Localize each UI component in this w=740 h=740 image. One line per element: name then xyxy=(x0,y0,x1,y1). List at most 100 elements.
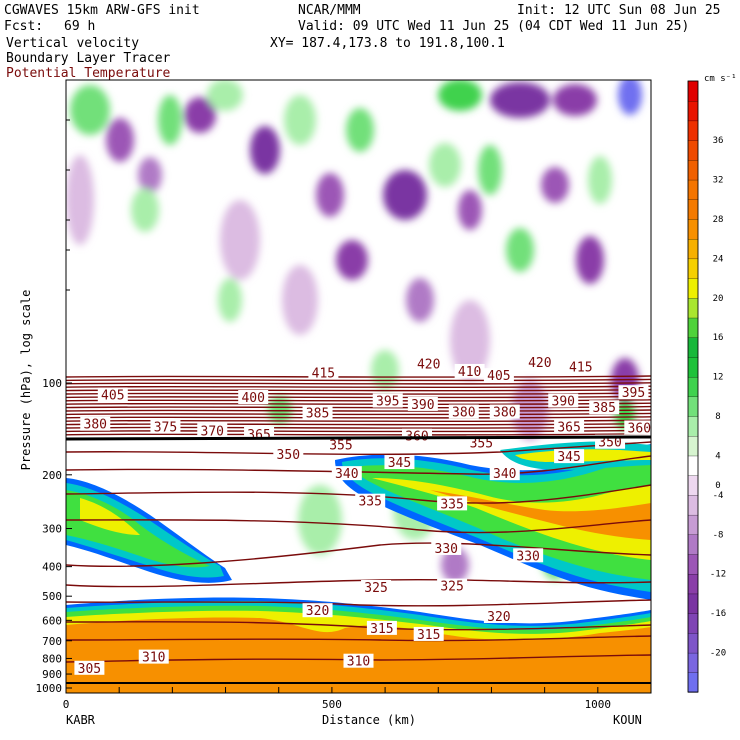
theta-label-bg xyxy=(554,419,585,434)
y-tick-label: 100 xyxy=(42,377,62,390)
vv-cell xyxy=(429,143,461,187)
vv-cell xyxy=(218,278,242,322)
colorbar-tick-label: 16 xyxy=(713,333,724,343)
x-tick-label: 0 xyxy=(63,698,70,711)
y-tick-label: 500 xyxy=(42,590,62,603)
colorbar-box xyxy=(687,632,699,654)
vv-cell xyxy=(66,155,94,245)
colorbar-box xyxy=(687,376,699,398)
theta-label-bg xyxy=(74,660,105,675)
y-tick-label: 400 xyxy=(42,561,62,574)
colorbar-tick-label: 8 xyxy=(715,412,720,422)
colorbar-box xyxy=(687,139,699,161)
theta-label-bg xyxy=(554,449,585,464)
theta-label: 310 xyxy=(347,655,370,670)
colorbar-box xyxy=(687,475,699,496)
colorbar-units: cm s⁻¹ xyxy=(704,74,737,84)
theta-label: 380 xyxy=(452,406,475,421)
colorbar-box xyxy=(687,435,699,457)
colorbar-tick-label: 36 xyxy=(713,136,724,146)
theta-label-bg xyxy=(197,423,228,438)
vv-cell xyxy=(184,97,216,133)
y-tick-label: 200 xyxy=(42,469,62,482)
field-vertical-velocity: Vertical velocity xyxy=(6,36,140,51)
theta-label-bg xyxy=(302,603,333,618)
theta-label-bg xyxy=(331,466,362,481)
theta-label: 385 xyxy=(592,401,615,416)
theta-label: 355 xyxy=(329,438,352,453)
theta-label-bg xyxy=(513,548,544,563)
colorbar-box xyxy=(687,258,699,279)
theta-contour xyxy=(66,429,651,433)
x-axis-end-left: KABR xyxy=(66,713,95,727)
colorbar-tick-label: 24 xyxy=(713,254,724,264)
colorbar-tick-label: -4 xyxy=(713,491,724,501)
theta-label: 325 xyxy=(364,581,387,596)
theta-contour xyxy=(66,382,651,385)
colorbar-box xyxy=(687,159,699,181)
vv-cell xyxy=(478,145,502,195)
theta-label: 395 xyxy=(376,395,399,410)
theta-contour xyxy=(66,519,651,534)
theta-contour xyxy=(66,426,651,429)
vv-cell xyxy=(506,228,534,272)
theta-contour xyxy=(66,635,651,642)
theta-contour xyxy=(66,433,651,436)
colorbar-box xyxy=(687,218,699,240)
boundary-layer-tracer xyxy=(66,441,651,693)
colorbar-box xyxy=(687,593,699,614)
theta-label: 340 xyxy=(493,467,516,482)
colorbar-box xyxy=(687,672,699,693)
colorbar-boxes xyxy=(687,80,699,693)
theta-label: 335 xyxy=(440,497,463,512)
colorbar-box xyxy=(687,494,699,516)
colorbar-box xyxy=(687,573,699,595)
theta-label: 420 xyxy=(528,356,551,371)
theta-label: 395 xyxy=(622,386,645,401)
colorbar-box xyxy=(687,455,699,476)
theta-label: 375 xyxy=(154,421,177,436)
theta-label: 320 xyxy=(306,604,329,619)
vv-cell xyxy=(490,82,550,118)
colorbar-box xyxy=(687,337,699,358)
theta-label: 420 xyxy=(417,358,440,373)
theta-label-bg xyxy=(548,393,579,408)
colorbar-box xyxy=(687,100,699,122)
theta-label: 380 xyxy=(493,406,516,421)
theta-label: 360 xyxy=(628,422,651,437)
colorbar-tick-label: -20 xyxy=(710,649,726,659)
theta-label-bg xyxy=(624,420,651,435)
theta-label-bg xyxy=(431,540,462,555)
theta-contour xyxy=(66,378,651,382)
theta-contour xyxy=(66,455,651,475)
colorbar-box xyxy=(687,613,699,634)
header-fcst-value: 69 h xyxy=(64,19,96,34)
field-potential-temperature: Potential Temperature xyxy=(6,66,171,81)
theta-label: 385 xyxy=(306,407,329,422)
vv-cell xyxy=(458,190,482,230)
field-boundary-layer-tracer: Boundary Layer Tracer xyxy=(6,51,171,66)
theta-label: 315 xyxy=(370,622,393,637)
header-init: Init: 12 UTC Sun 08 Jun 25 xyxy=(517,3,721,18)
theta-label-bg xyxy=(589,400,620,415)
theta-label-bg xyxy=(565,359,596,374)
colorbar-tick-label: -16 xyxy=(710,609,726,619)
theta-label-bg xyxy=(384,455,415,470)
theta-label-bg xyxy=(483,608,514,623)
y-tick-label: 300 xyxy=(42,523,62,536)
vv-cell xyxy=(316,173,344,217)
vv-cell xyxy=(541,167,569,203)
colorbar-tick-label: 4 xyxy=(715,451,720,461)
x-axis-label: Distance (km) xyxy=(322,713,416,727)
theta-label-bg xyxy=(302,405,333,420)
colorbar-box xyxy=(687,179,699,200)
y-tick-label: 600 xyxy=(42,614,62,627)
colorbar-box xyxy=(687,80,699,102)
theta-label-bg xyxy=(366,620,397,635)
theta-label: 405 xyxy=(101,389,124,404)
theta-label: 330 xyxy=(435,542,458,557)
theta-label: 380 xyxy=(84,418,107,433)
theta-label-bg xyxy=(489,466,520,481)
vv-cell xyxy=(207,80,243,111)
